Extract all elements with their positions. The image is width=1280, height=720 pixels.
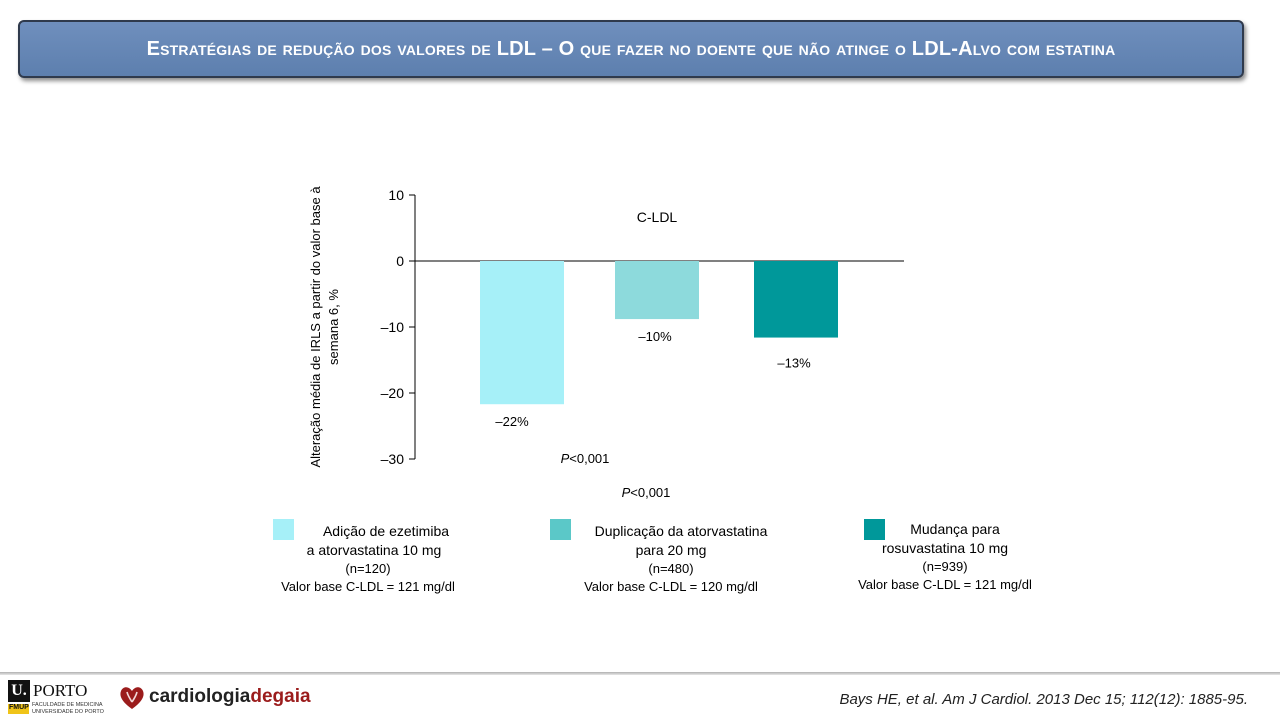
slide-title: Estratégias de redução dos valores de LD… (146, 37, 1116, 60)
y-tick-label: –10 (381, 319, 405, 335)
y-tick-label: –30 (381, 451, 405, 467)
legend-baseline: Valor base C-LDL = 121 mg/dl (858, 577, 1032, 592)
footer-divider (0, 672, 1280, 675)
y-axis-label: Alteração média de IRLS a partir do valo… (308, 186, 341, 468)
bar-value-label: –13% (777, 356, 811, 371)
legend-label-line1: Adição de ezetimiba (322, 523, 450, 539)
chart-title: C-LDL (637, 209, 678, 225)
legend-item-rosuvastatina: Mudança para rosuvastatina 10 mg (n=939)… (835, 520, 1055, 594)
citation: Bays HE, et al. Am J Cardiol. 2013 Dec 1… (839, 691, 1248, 708)
footer: U. PORTO FMUP FACULDADE DE MEDICINA UNIV… (0, 675, 1280, 720)
legend-baseline: Valor base C-LDL = 120 mg/dl (584, 579, 758, 594)
legend-label-line2: para 20 mg (635, 542, 707, 558)
cardio-word-b: degaia (250, 686, 311, 707)
p-value-annotation: P<0,001 (622, 485, 671, 500)
uporto-wordmark: PORTO (33, 681, 88, 700)
legend-item-ezetimiba: Adição de ezetimiba a atorvastatina 10 m… (258, 522, 478, 596)
fmup-sublabel: FACULDADE DE MEDICINA UNIVERSIDADE DO PO… (32, 702, 104, 715)
fmup-badge (8, 704, 29, 714)
legend-n: (n=480) (648, 561, 694, 576)
uporto-mark: U. (8, 680, 30, 702)
legend-n: (n=939) (922, 559, 968, 574)
legend-item-duplicacao: Duplicação da atorvastatina para 20 mg (… (556, 522, 786, 596)
bar-value-label: –22% (495, 414, 529, 429)
chart-area: 10 0 –10 –20 –30 Alteração média de IRLS a pa… (308, 186, 904, 500)
legend-n: (n=120) (345, 561, 391, 576)
heart-icon (120, 687, 144, 709)
y-tick-label: 0 (396, 253, 404, 269)
legend-label-line1: Duplicação da atorvastatina (594, 523, 768, 539)
bar-1 (480, 261, 564, 405)
cardio-wordmark: cardiologiadegaia (149, 686, 311, 708)
bar-chart: 10 0 –10 –20 –30 Alteração média de IRLS a pa… (308, 186, 904, 500)
legend-swatch-duplicacao (550, 519, 571, 540)
cardio-word-a: cardiologia (149, 686, 251, 707)
bar-3 (754, 261, 838, 338)
bar-2 (615, 261, 699, 320)
y-tick-label: 10 (388, 187, 404, 203)
legend-label-line2: a atorvastatina 10 mg (306, 542, 442, 558)
legend-baseline: Valor base C-LDL = 121 mg/dl (281, 579, 455, 594)
y-tick-label: –20 (381, 385, 405, 401)
legend-swatch-rosuvastatina (864, 519, 885, 540)
cardiologia-gaia-logo: cardiologiadegaia (118, 682, 311, 712)
fmup-label: FMUP (9, 704, 29, 711)
uporto-logo: U. PORTO FMUP FACULDADE DE MEDICINA UNIV… (8, 680, 118, 718)
p-value-annotation: P<0,001 (561, 451, 610, 466)
title-banner: Estratégias de redução dos valores de LD… (18, 20, 1244, 78)
bar-value-label: –10% (638, 329, 672, 344)
legend-label-line1: Mudança para (910, 521, 1000, 537)
legend-label-line2: rosuvastatina 10 mg (881, 540, 1009, 556)
legend-swatch-ezetimiba (273, 519, 294, 540)
